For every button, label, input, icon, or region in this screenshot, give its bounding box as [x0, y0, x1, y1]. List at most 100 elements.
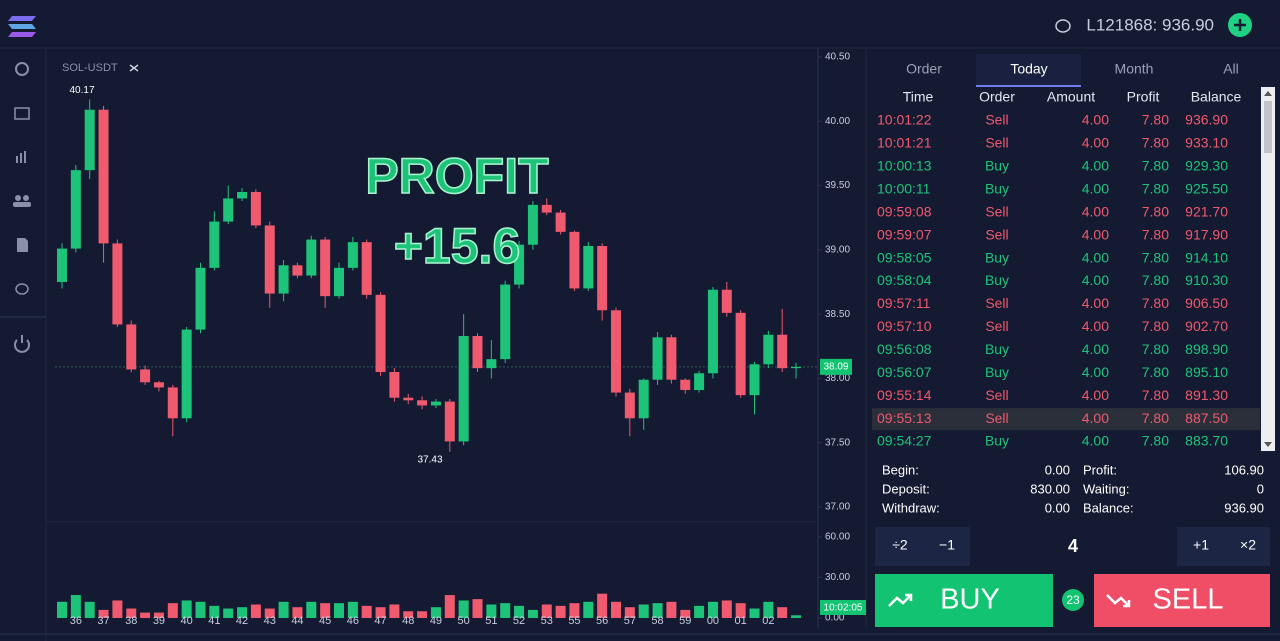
x-tick-label: 58: [651, 615, 663, 627]
volume-bar: [237, 607, 248, 618]
table-cell: 917.90: [1185, 226, 1228, 242]
table-cell: Buy: [985, 158, 1009, 174]
x-tick-label: 49: [430, 615, 442, 627]
table-cell: Sell: [985, 203, 1008, 219]
candle-body: [569, 231, 580, 289]
table-cell: 09:58:05: [877, 249, 932, 265]
volume-bar: [417, 611, 428, 618]
table-cell: 7.80: [1142, 410, 1169, 426]
count-badge: [1062, 589, 1084, 611]
table-cell: 09:55:13: [877, 410, 932, 426]
x-tick-label: 51: [485, 615, 497, 627]
count-label: 23: [1066, 593, 1080, 607]
y-tick-label: 40.00: [825, 116, 850, 127]
x-tick-label: 46: [347, 615, 359, 627]
volume-bar: [541, 604, 552, 618]
tab[interactable]: All: [1223, 61, 1239, 77]
power-icon[interactable]: [14, 339, 30, 353]
candle-body: [167, 387, 178, 419]
tab[interactable]: Order: [906, 61, 942, 77]
left-controls-bg: [875, 527, 970, 566]
candle-body: [347, 242, 358, 268]
summary-value: 830.00: [1030, 481, 1070, 496]
half-button[interactable]: ÷2: [892, 537, 908, 553]
table-header: Time: [903, 89, 934, 105]
users-icon[interactable]: [13, 195, 31, 207]
candle-body: [666, 337, 677, 380]
tab[interactable]: Month: [1115, 61, 1154, 77]
power-icon-bar: [21, 335, 23, 343]
volume-bar: [583, 601, 594, 618]
profile-icon[interactable]: [15, 62, 29, 76]
buy-label[interactable]: BUY: [940, 584, 1000, 616]
y-tick-label: 39.50: [825, 180, 850, 191]
candle-body: [250, 192, 261, 226]
active-tab-bg: [976, 54, 1081, 86]
x-tick-label: 53: [541, 615, 553, 627]
candle-body: [500, 284, 511, 360]
table-cell: 09:55:14: [877, 387, 932, 403]
logo-bar: [8, 32, 36, 37]
chat-icon[interactable]: [15, 283, 29, 295]
summary-label: Deposit:: [882, 481, 930, 496]
volume-bar: [749, 608, 760, 618]
tab[interactable]: Today: [1010, 61, 1047, 77]
table-cell: 921.70: [1185, 203, 1228, 219]
candle-body: [389, 372, 400, 398]
volume-bar: [472, 599, 483, 618]
candle-body: [514, 244, 525, 285]
volume-bar: [652, 603, 663, 618]
stats-icon[interactable]: [16, 151, 26, 163]
table-cell: Sell: [985, 318, 1008, 334]
volume-bar: [181, 600, 192, 618]
table-cell: 09:57:11: [877, 295, 931, 311]
plus-button[interactable]: +1: [1193, 537, 1209, 553]
table-cell: Sell: [985, 410, 1008, 426]
volume-bar: [320, 603, 331, 618]
volume-bar: [486, 604, 497, 618]
table-cell: 4.00: [1082, 433, 1109, 449]
candle-body: [735, 312, 746, 396]
candle-body: [541, 204, 552, 213]
table-cell: 7.80: [1142, 226, 1169, 242]
volume-bar: [514, 605, 525, 618]
table-cell: Buy: [985, 341, 1009, 357]
document-icon[interactable]: [17, 238, 28, 252]
x-tick-label: 57: [624, 615, 636, 627]
candle-body: [209, 221, 220, 268]
hide-icon[interactable]: [129, 64, 139, 72]
x-tick-label: 59: [679, 615, 691, 627]
volume-bar: [444, 595, 455, 618]
table-cell: 898.90: [1185, 341, 1228, 357]
candle-body: [98, 109, 109, 244]
volume-bar: [624, 607, 635, 618]
table-cell: 933.10: [1185, 135, 1228, 151]
minus-button[interactable]: −1: [939, 537, 955, 553]
scrollbar-thumb[interactable]: [1264, 101, 1272, 153]
candle-body: [306, 239, 317, 276]
table-cell: 914.10: [1185, 249, 1228, 265]
volume-bar: [403, 611, 414, 618]
logo[interactable]: [8, 16, 36, 37]
table-cell: Sell: [985, 226, 1008, 242]
table-cell: 4.00: [1082, 341, 1109, 357]
table-cell: Sell: [985, 295, 1008, 311]
folder-icon[interactable]: [14, 107, 30, 120]
volume-bar: [597, 593, 608, 618]
message-icon[interactable]: [1055, 19, 1071, 33]
sell-arrow-icon: [1106, 594, 1131, 608]
volume-bar: [791, 615, 802, 618]
volume-bar: [361, 605, 372, 618]
volume-bar: [375, 607, 386, 618]
volume-bar: [70, 595, 81, 618]
sell-label[interactable]: SELL: [1153, 584, 1224, 616]
table-cell: 4.00: [1082, 112, 1109, 128]
volume-bar: [389, 604, 400, 618]
candle-body: [444, 401, 455, 442]
deposit-button[interactable]: [1228, 13, 1252, 37]
table-cell: 4.00: [1082, 226, 1109, 242]
scrollbar-track[interactable]: [1261, 87, 1275, 451]
double-button[interactable]: ×2: [1240, 537, 1256, 553]
